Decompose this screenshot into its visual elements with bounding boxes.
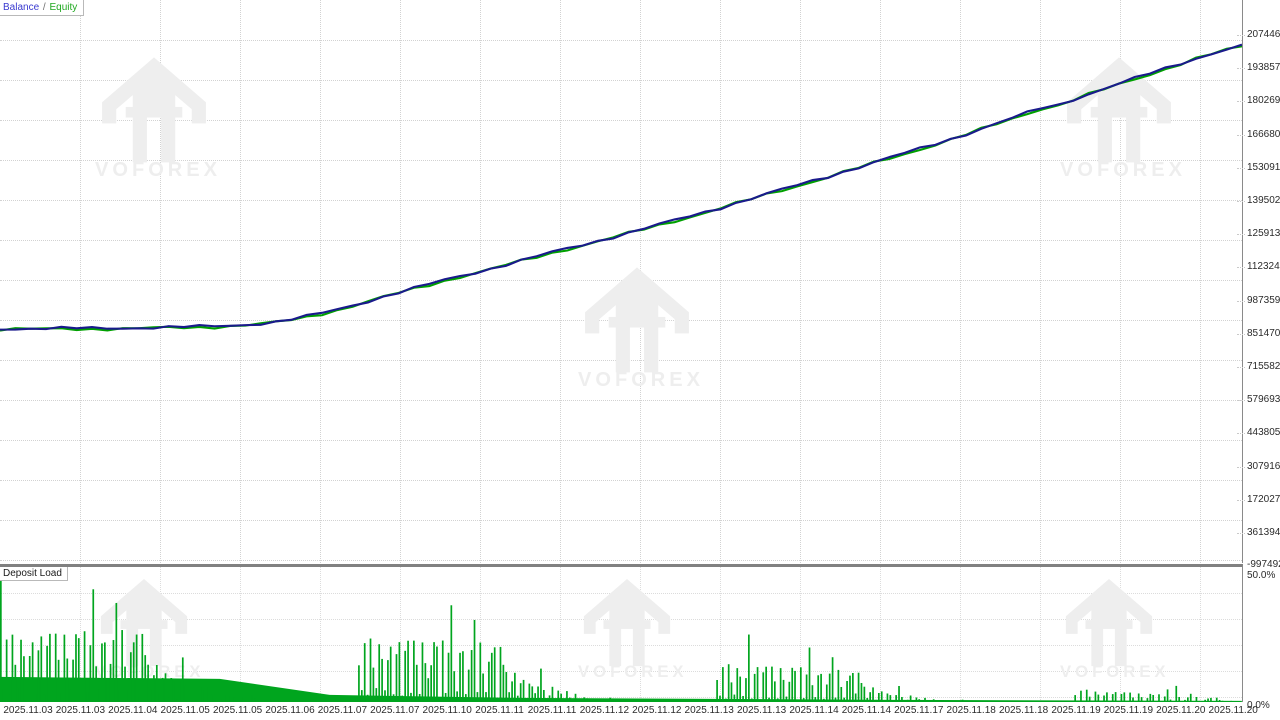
legend-equity-label: Equity: [49, 2, 78, 13]
deposit-load-panel[interactable]: VOFOREX VOFOREX VOFOREX Deposit Load: [0, 564, 1243, 702]
legend-separator: /: [42, 2, 46, 13]
legend-balance-label: Balance: [3, 2, 40, 13]
deposit-load-axis-bottom-label: 0.0%: [1247, 700, 1270, 711]
equity-chart-panel[interactable]: VOFOREX VOFOREX VOFOREX Balance / Equity: [0, 0, 1243, 563]
deposit-load-label: Deposit Load: [0, 567, 68, 581]
date-axis: 2025.11.03 2025.11.03 2025.11.04 2025.11.05…: [3, 705, 1258, 716]
equity-value-axis: 2074467193857918026901666802153091313950…: [1237, 0, 1280, 720]
deposit-load-bars: [0, 572, 1242, 702]
axis-negative-label: -997492: [1247, 559, 1280, 570]
equity-balance-curve: [0, 43, 1242, 332]
chart-legend: Balance / Equity: [0, 0, 85, 16]
deposit-load-axis-top-label: 50.0%: [1247, 570, 1276, 581]
